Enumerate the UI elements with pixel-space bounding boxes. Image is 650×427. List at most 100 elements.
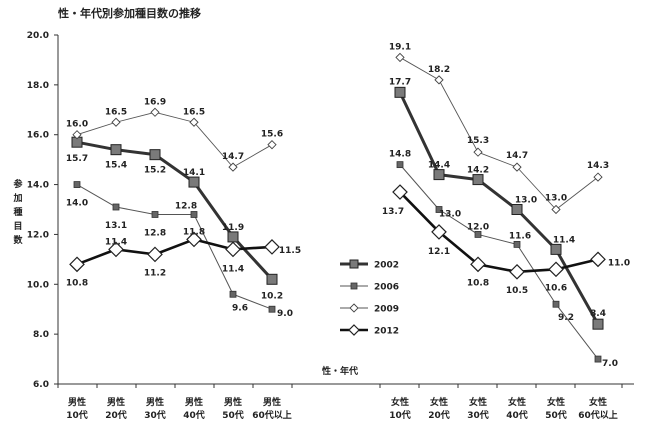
point-marker-2002 xyxy=(394,86,406,98)
point-marker-2012 xyxy=(590,251,606,268)
data-label: 9.2 xyxy=(558,313,574,323)
point-marker-2006 xyxy=(190,211,198,218)
x-category-label: 60代以上 xyxy=(252,409,292,421)
x-category-label: 10代 xyxy=(389,409,411,421)
data-label: 11.9 xyxy=(222,223,244,233)
data-label: 10.6 xyxy=(545,283,567,293)
x-category-label: 30代 xyxy=(144,409,166,421)
chart-title: 性・年代別参加種目数の推移 xyxy=(58,6,201,20)
y-axis-title-char: 数 xyxy=(13,234,23,246)
point-marker-2012 xyxy=(431,224,447,240)
point-marker-2006 xyxy=(396,161,404,169)
data-label: 18.2 xyxy=(428,65,450,75)
y-axis-title-char: 加 xyxy=(12,192,22,204)
data-label: 10.5 xyxy=(506,286,528,296)
data-label: 15.2 xyxy=(144,166,166,176)
point-marker-2006 xyxy=(229,290,237,298)
point-marker-2006 xyxy=(435,206,443,213)
data-label: 11.4 xyxy=(105,237,127,247)
data-label: 15.4 xyxy=(105,161,127,171)
y-axis-title-char: 参 xyxy=(13,178,23,190)
data-label: 13.0 xyxy=(515,196,537,206)
x-category-label: 10代 xyxy=(66,409,88,421)
x-category-label: 女性 xyxy=(391,396,409,408)
data-label: 17.7 xyxy=(389,77,411,87)
data-label: 10.2 xyxy=(261,291,283,301)
point-marker-2012 xyxy=(264,239,280,255)
data-label: 14.3 xyxy=(587,161,609,171)
data-label: 19.1 xyxy=(389,42,411,52)
point-marker-2002 xyxy=(511,204,523,215)
point-marker-2002 xyxy=(149,149,161,161)
point-marker-2002 xyxy=(472,174,484,186)
x-category-label: 50代 xyxy=(222,409,244,421)
legend-marker-2012 xyxy=(348,324,360,336)
data-label: 11.4 xyxy=(222,264,244,274)
point-marker-2012 xyxy=(225,241,241,258)
x-axis: 男性10代男性20代男性30代男性40代男性50代男性60代以上女性10代女性2… xyxy=(57,384,623,421)
data-label: 11.8 xyxy=(183,227,205,237)
data-label: 15.7 xyxy=(66,154,88,164)
legend-marker-2002 xyxy=(349,259,359,269)
data-label: 16.0 xyxy=(66,120,88,130)
point-marker-2009 xyxy=(512,162,522,172)
x-axis-title: 性・年代 xyxy=(322,365,358,377)
x-category-label: 男性 xyxy=(68,396,86,408)
x-category-label: 女性 xyxy=(547,396,565,408)
y-axis-title: 参加種目数 xyxy=(12,178,23,246)
data-label: 8.4 xyxy=(590,309,606,319)
y-tick-label: 16.0 xyxy=(27,131,49,141)
data-label: 14.8 xyxy=(389,150,411,160)
data-label: 12.1 xyxy=(428,247,450,257)
point-marker-2009 xyxy=(267,140,277,150)
x-category-label: 男性 xyxy=(185,396,203,408)
point-marker-2012 xyxy=(69,256,85,273)
point-marker-2006 xyxy=(474,231,482,238)
x-category-label: 女性 xyxy=(589,396,607,408)
series-line-2006 xyxy=(399,164,599,360)
point-marker-2009 xyxy=(111,117,121,127)
y-tick-label: 18.0 xyxy=(27,81,49,91)
series-line-2012 xyxy=(399,191,599,274)
x-category-label: 40代 xyxy=(506,409,528,421)
x-category-label: 60代以上 xyxy=(578,409,618,421)
data-label: 7.0 xyxy=(602,359,618,369)
data-label: 16.5 xyxy=(183,107,205,117)
y-axis-title-char: 目 xyxy=(13,221,22,232)
series-line-2002 xyxy=(76,140,274,281)
data-label: 14.4 xyxy=(428,161,450,171)
data-label: 13.0 xyxy=(545,194,567,204)
x-category-label: 男性 xyxy=(224,396,242,408)
legend-label-2002: 2002 xyxy=(374,261,399,271)
data-label: 13.1 xyxy=(105,221,127,231)
data-label: 13.7 xyxy=(382,207,404,217)
data-label: 11.6 xyxy=(509,231,531,241)
point-marker-2006 xyxy=(268,305,276,313)
data-label: 13.0 xyxy=(439,210,461,220)
data-label: 14.2 xyxy=(467,166,489,176)
x-category-label: 20代 xyxy=(105,409,127,421)
point-marker-2002 xyxy=(592,318,604,330)
data-label: 11.5 xyxy=(279,246,301,256)
point-marker-2012 xyxy=(186,231,202,248)
point-marker-2006 xyxy=(594,355,602,363)
data-label: 12.8 xyxy=(175,201,197,211)
point-marker-2012 xyxy=(108,241,124,258)
legend-label-2012: 2012 xyxy=(374,327,399,337)
data-label: 11.2 xyxy=(144,268,166,278)
point-marker-2012 xyxy=(548,261,564,278)
data-label: 10.8 xyxy=(467,278,489,288)
y-tick-label: 20.0 xyxy=(27,31,49,41)
point-marker-2012 xyxy=(147,246,163,263)
y-tick-label: 8.0 xyxy=(33,330,49,340)
data-label: 15.6 xyxy=(261,130,283,140)
data-label: 15.3 xyxy=(467,136,489,146)
point-marker-2009 xyxy=(72,130,82,140)
x-category-label: 男性 xyxy=(146,396,164,408)
point-marker-2006 xyxy=(112,203,120,211)
data-label: 16.9 xyxy=(144,97,166,107)
point-marker-2006 xyxy=(73,181,81,188)
data-label: 9.0 xyxy=(277,309,293,319)
point-marker-2012 xyxy=(392,184,408,200)
